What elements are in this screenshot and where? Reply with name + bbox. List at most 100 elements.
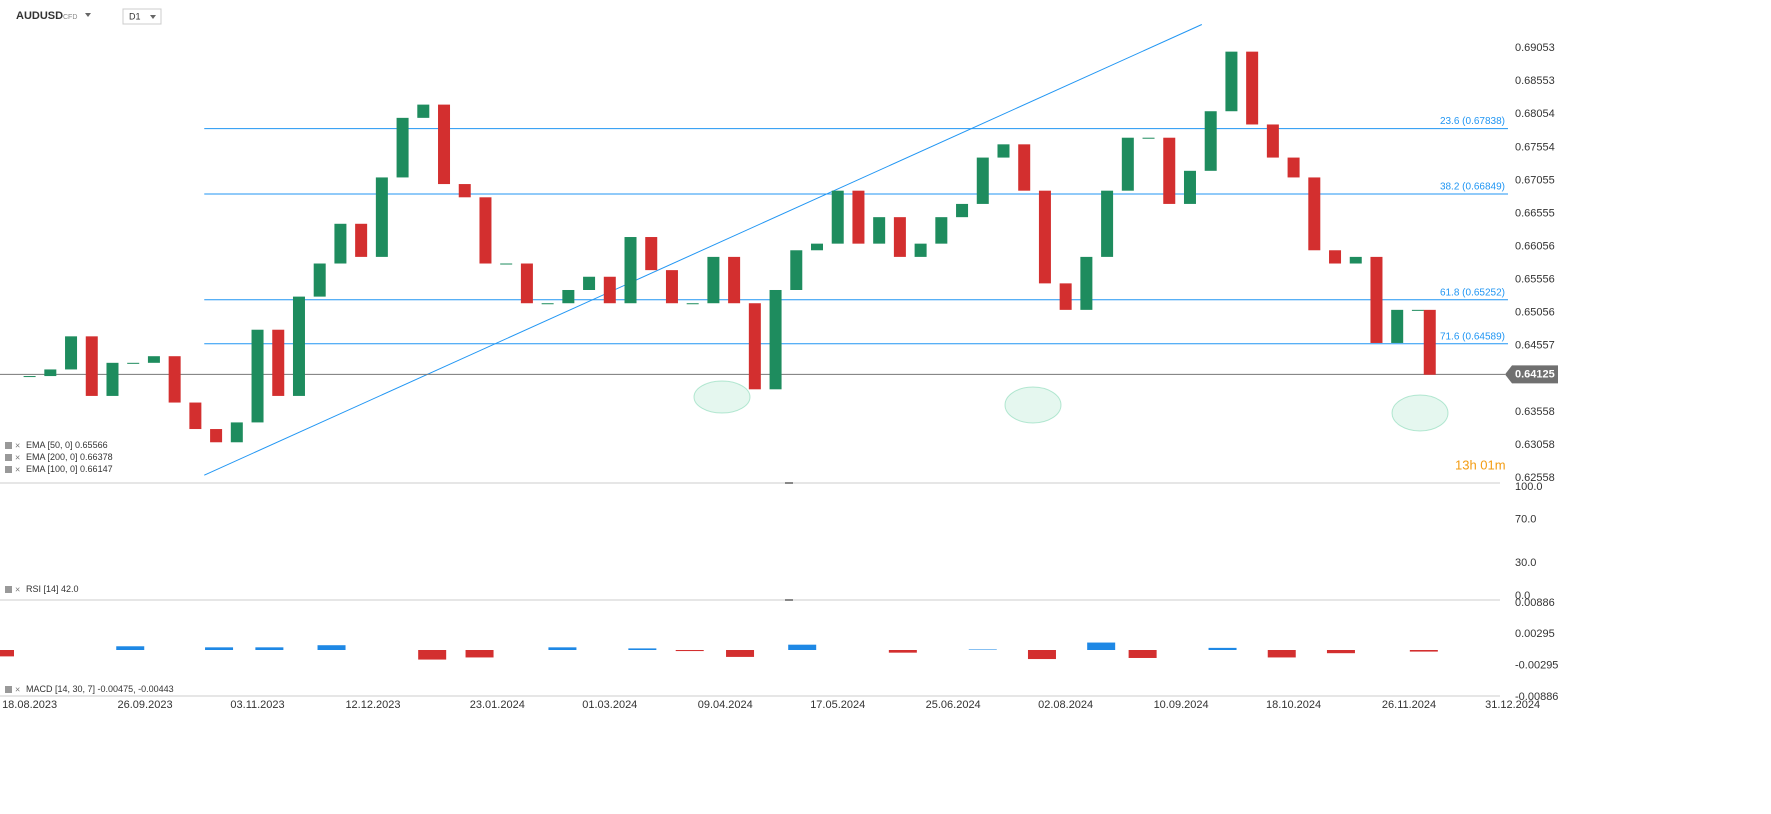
y-tick-label: 0.67554 (1515, 141, 1555, 153)
fib-label: 71.6 (0.64589) (1440, 331, 1505, 342)
candle (1080, 256, 1093, 310)
candle (956, 203, 969, 218)
candle (251, 329, 264, 423)
x-tick-label: 26.09.2023 (118, 699, 173, 711)
fib-label: 23.6 (0.67838) (1440, 116, 1505, 127)
y-tick-label: 0.65056 (1515, 307, 1555, 319)
candle (355, 223, 368, 257)
x-tick-label: 02.08.2024 (1038, 699, 1093, 711)
highlight-ellipse (1004, 386, 1062, 424)
candle (811, 243, 824, 251)
candle (106, 362, 119, 396)
histogram-bar (418, 650, 447, 660)
histogram-bar (1208, 647, 1237, 650)
legend-name: RSI [14] (26, 584, 59, 594)
y-tick-label: 0.63058 (1515, 439, 1555, 451)
y-tick-label: 100.0 (1515, 481, 1543, 493)
y-tick-label: 0.65556 (1515, 274, 1555, 286)
timeframe-box[interactable] (122, 8, 162, 25)
histogram-bar (968, 649, 997, 650)
candle (1018, 144, 1031, 191)
candle (189, 402, 202, 430)
histogram-bar (465, 650, 494, 658)
legend-value: 0.65566 (75, 440, 108, 450)
candle (873, 217, 886, 244)
histogram-bar (548, 647, 577, 650)
candle (852, 190, 865, 244)
instrument: CFD (63, 14, 77, 21)
candle (562, 289, 575, 304)
legend-icon (5, 442, 12, 449)
candle (500, 263, 513, 265)
legend-entry: EMA [200, 0] 0.66378 (26, 452, 113, 462)
candle (1246, 51, 1259, 125)
candle (1038, 190, 1051, 284)
x-tick-label: 31.12.2024 (1485, 699, 1540, 711)
symbol[interactable]: AUDUSD (16, 10, 63, 22)
candle (1391, 309, 1404, 343)
legend-value: 0.66378 (80, 452, 113, 462)
candle (1308, 177, 1321, 251)
histogram-bar (675, 650, 704, 652)
legend-value: -0.00475 (98, 684, 134, 694)
x-tick-label: 18.10.2024 (1266, 699, 1321, 711)
legend-name: EMA [100, 0] (26, 464, 78, 474)
candle (520, 263, 533, 304)
candle (583, 276, 596, 290)
y-tick-label: 0.62558 (1515, 472, 1555, 484)
legend-icon (5, 454, 12, 461)
candle (1349, 256, 1362, 264)
candle (417, 104, 430, 118)
x-tick-label: 03.11.2023 (230, 699, 284, 711)
x-tick-label: 18.08.2023 (2, 699, 57, 711)
candle (65, 336, 78, 370)
histogram-bar (1027, 650, 1056, 660)
legend-icon (5, 466, 12, 473)
x-tick-label: 10.09.2024 (1154, 699, 1209, 711)
x-tick-label: 26.11.2024 (1382, 699, 1436, 711)
candle (1163, 137, 1176, 204)
timeframe[interactable]: D1 (129, 11, 141, 21)
legend-entry: MACD [14, 30, 7] -0.00475, -0.00443 (26, 684, 174, 694)
candle (665, 270, 678, 304)
trendline (204, 24, 1203, 476)
legend-close: × (15, 684, 20, 694)
y-tick-label: 0.68054 (1515, 108, 1555, 120)
legend-close: × (15, 440, 20, 450)
x-tick-label: 12.12.2023 (345, 699, 400, 711)
y-tick-label: 0.00295 (1515, 628, 1555, 640)
symbol-dropdown[interactable] (85, 13, 91, 17)
legend-entry: EMA [100, 0] 0.66147 (26, 464, 113, 474)
candle (458, 184, 471, 198)
countdown: 13h 01m (1455, 457, 1506, 472)
candle (313, 263, 326, 297)
candle (1266, 124, 1279, 158)
candle (914, 243, 927, 257)
candle (790, 250, 803, 290)
y-tick-label: 0.69053 (1515, 42, 1555, 54)
highlight-ellipse (1391, 394, 1449, 432)
candle (748, 303, 761, 390)
histogram-bar (116, 646, 145, 650)
candle (479, 197, 492, 264)
legend-close: × (15, 464, 20, 474)
y-tick-label: 70.0 (1515, 514, 1536, 526)
y-tick-label: -0.00886 (1515, 691, 1558, 703)
candle (624, 237, 637, 304)
candle (1225, 51, 1238, 112)
candle (686, 303, 699, 305)
candle (707, 256, 720, 304)
candle (292, 296, 305, 396)
legend-close: × (15, 452, 20, 462)
legend-icon (5, 686, 12, 693)
last-price-label: 0.64125 (1515, 368, 1555, 380)
histogram-bar (788, 644, 817, 650)
timeframe-dropdown[interactable] (150, 15, 156, 19)
candle (1101, 190, 1114, 257)
x-tick-label: 23.01.2024 (470, 699, 525, 711)
candle (127, 362, 140, 364)
candle (541, 303, 554, 305)
y-tick-label: 0.68553 (1515, 75, 1555, 87)
candle (23, 376, 36, 378)
